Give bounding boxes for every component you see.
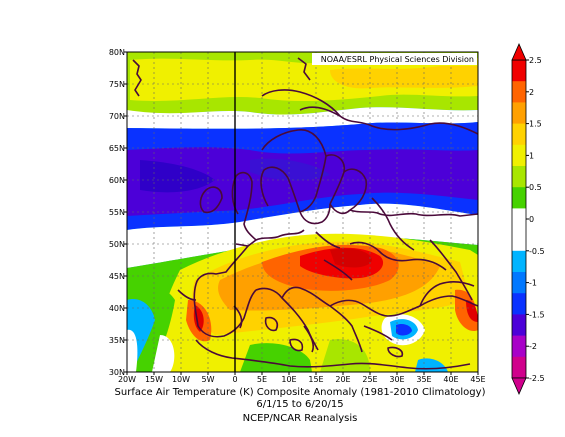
date-range-label: 6/1/15 to 6/20/15 [256, 399, 344, 410]
x-tick-label: 0 [232, 375, 237, 384]
colorbar-segment [512, 187, 526, 209]
x-tick-label: 20E [335, 375, 350, 384]
colorbar-segment [512, 250, 526, 273]
y-tick-label: 70N [109, 112, 125, 121]
colorbar-ticks: 2.5 2 1.5 1 0.5 0 -0.5 -1 -1.5 -2 -2.5 [526, 56, 545, 383]
colorbar-segment [512, 208, 526, 231]
colorbar-tick-label: 2 [529, 88, 534, 97]
colorbar-tick-label: 1.5 [529, 120, 542, 129]
colorbar-tick-label: -2.5 [529, 374, 545, 383]
x-tick-label: 35E [416, 375, 431, 384]
credit-label: NOAA/ESRL Physical Sciences Division [321, 55, 474, 64]
x-tick-label: 5E [257, 375, 267, 384]
x-tick-label: 20W [118, 375, 136, 384]
colorbar-segment [512, 314, 526, 337]
colorbar-segment [512, 272, 526, 294]
colorbar-tick-label: 2.5 [529, 56, 542, 65]
y-tick-label: 50N [109, 240, 125, 249]
colorbar-segment [512, 229, 526, 252]
colorbar-segment [512, 356, 526, 379]
y-tick-label: 65N [109, 144, 125, 153]
colorbar-segment [512, 144, 526, 167]
colorbar-tick-label: -1.5 [529, 310, 545, 319]
y-tick-label: 75N [109, 80, 125, 89]
colorbar-segment [512, 60, 526, 82]
colorbar-segment [512, 293, 526, 315]
credit-box [312, 53, 477, 65]
x-tick-label: 40E [443, 375, 458, 384]
x-tick-label: 5W [202, 375, 215, 384]
x-tick-label: 25E [362, 375, 377, 384]
colorbar-tick-label: 0 [529, 215, 534, 224]
source-label: NCEP/NCAR Reanalysis [242, 413, 358, 424]
y-tick-label: 45N [109, 272, 125, 281]
y-tick-label: 40N [109, 304, 125, 313]
map-title: Surface Air Temperature (K) Composite An… [114, 387, 486, 398]
y-tick-label: 80N [109, 48, 125, 57]
colorbar-segment [512, 123, 526, 146]
colorbar-segment [512, 166, 526, 188]
colorbar-bottom-arrow [511, 377, 527, 395]
x-axis-ticks: 20W 15W 10W 5W 0 5E 10E 15E 20E 25E 30E 35E 40E 45E [118, 372, 486, 384]
y-tick-label: 60N [109, 176, 125, 185]
y-axis-ticks: 80N 75N 70N 65N 60N 55N 50N 45N 40N 35N 30N [109, 48, 127, 377]
colorbar-tick-label: -2 [529, 342, 537, 351]
y-tick-label: 35N [109, 336, 125, 345]
colorbar [511, 43, 527, 395]
y-tick-label: 30N [109, 368, 125, 377]
colorbar-tick-label: -0.5 [529, 247, 545, 256]
colorbar-segment [512, 335, 526, 358]
colorbar-tick-label: -1 [529, 279, 537, 288]
colorbar-segment [512, 81, 526, 103]
x-tick-label: 45E [470, 375, 485, 384]
colorbar-segment [512, 102, 526, 125]
x-tick-label: 10E [281, 375, 296, 384]
x-tick-label: 15E [308, 375, 323, 384]
x-tick-label: 30E [389, 375, 404, 384]
x-tick-label: 10W [172, 375, 190, 384]
y-tick-label: 55N [109, 208, 125, 217]
colorbar-tick-label: 0.5 [529, 183, 542, 192]
x-tick-label: 15W [145, 375, 163, 384]
colorbar-tick-label: 1 [529, 151, 534, 160]
colorbar-top-arrow [511, 43, 527, 61]
